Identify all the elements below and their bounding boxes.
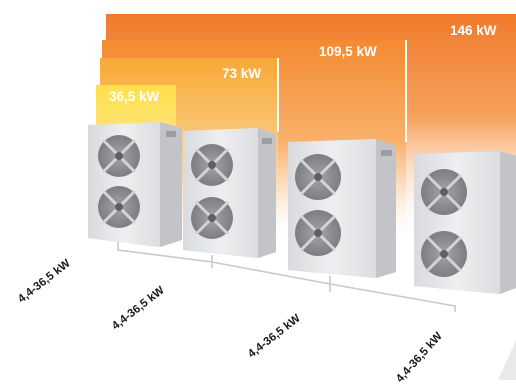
fan-icon xyxy=(421,231,467,277)
fan-icon xyxy=(98,135,140,177)
condensing-unit xyxy=(288,139,396,278)
fan-icon xyxy=(191,144,233,186)
condensing-unit xyxy=(414,151,516,294)
capacity-label-4: 146 kW xyxy=(450,23,497,38)
fan-icon xyxy=(295,210,341,256)
fan-icon xyxy=(295,154,341,200)
condensing-unit xyxy=(88,122,182,247)
capacity-label-2: 73 kW xyxy=(222,66,262,81)
condensing-unit xyxy=(183,128,276,258)
fan-icon xyxy=(421,169,467,215)
fan-icon xyxy=(98,186,140,228)
fan-icon xyxy=(191,197,233,239)
capacity-label-1: 36,5 kW xyxy=(109,89,160,104)
capacity-label-3: 109,5 kW xyxy=(319,44,377,59)
piping xyxy=(117,238,456,312)
floor-shadow xyxy=(498,340,516,380)
